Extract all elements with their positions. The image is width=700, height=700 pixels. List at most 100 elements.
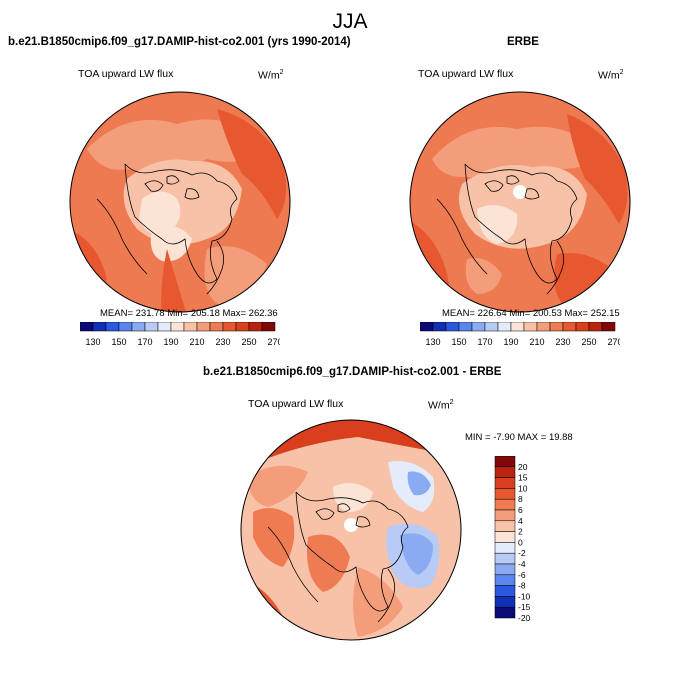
map-boundary xyxy=(409,91,631,313)
colorbar-swatch xyxy=(494,477,516,489)
colorbar-swatch xyxy=(523,322,538,332)
colorbar-swatch xyxy=(157,322,172,332)
colorbar-tick-label: 4 xyxy=(518,516,523,526)
colorbar-swatch xyxy=(471,322,486,332)
colorbar-swatch xyxy=(432,322,447,332)
obs-variable-label: TOA upward LW flux xyxy=(418,68,514,80)
colorbar-tick-label: 10 xyxy=(518,483,528,493)
map-field-region xyxy=(161,249,187,312)
colorbar-swatch xyxy=(420,322,434,332)
obs-polar-map xyxy=(409,91,631,313)
colorbar-swatch xyxy=(494,498,516,511)
coastlines xyxy=(436,163,578,295)
colorbar-tick-label: 6 xyxy=(518,505,523,515)
colorbar-tick-label: 270 xyxy=(607,337,620,347)
colorbar-swatch xyxy=(601,322,616,332)
map-field-region xyxy=(407,471,431,496)
map-field-region xyxy=(477,205,518,244)
colorbar-swatch xyxy=(105,322,120,332)
colorbar-swatch xyxy=(494,563,516,576)
colorbar-swatch xyxy=(494,466,516,478)
map-field-region xyxy=(217,109,286,219)
colorbar-swatch xyxy=(131,322,146,332)
colorbar-tick-label: 150 xyxy=(451,337,466,347)
colorbar-swatch xyxy=(484,322,499,332)
colorbar-swatch xyxy=(588,322,603,332)
colorbar-swatch xyxy=(170,322,185,332)
map-field-region xyxy=(253,508,295,567)
colorbar-swatch xyxy=(494,520,516,532)
map-field-region xyxy=(554,253,612,311)
diff-units-label: W/m2 xyxy=(428,399,454,412)
map-field-region xyxy=(307,534,350,592)
colorbar-tick-label: -20 xyxy=(518,613,531,623)
colorbar-tick-label: 210 xyxy=(529,337,544,347)
model-variable-label: TOA upward LW flux xyxy=(78,68,174,80)
diff-polar-map xyxy=(240,419,462,641)
colorbar-swatch xyxy=(494,542,516,554)
map-field-region xyxy=(87,119,267,173)
colorbar-swatch xyxy=(494,552,516,565)
colorbar-swatch xyxy=(494,531,516,543)
map-field-region xyxy=(333,483,373,512)
colorbar-tick-label: -2 xyxy=(518,548,526,558)
coastlines xyxy=(267,491,409,623)
colorbar-tick-label: 190 xyxy=(163,337,178,347)
map-field-region xyxy=(465,258,502,294)
colorbar-swatch xyxy=(248,322,263,332)
model-polar-map xyxy=(69,91,291,313)
diff-variable-label: TOA upward LW flux xyxy=(248,398,344,410)
obs-colorbar: 130 150 170 190 210 230 250 270 xyxy=(420,322,620,347)
colorbar-tick-label: 170 xyxy=(477,337,492,347)
colorbar-swatch xyxy=(494,585,516,597)
diff-stats: MIN = -7.90 MAX = 19.88 xyxy=(465,432,573,443)
obs-units-label: W/m2 xyxy=(598,69,624,82)
colorbar-swatch xyxy=(144,322,159,332)
map-field-region xyxy=(248,465,308,507)
colorbar-swatch xyxy=(494,606,516,619)
colorbar-tick-label: -4 xyxy=(518,559,526,569)
colorbar-tick-label: 130 xyxy=(85,337,100,347)
map-field-region xyxy=(150,225,192,262)
colorbar-tick-label: 230 xyxy=(215,337,230,347)
colorbar-swatch xyxy=(494,509,516,522)
map-boundary xyxy=(240,419,462,641)
colorbar-swatch xyxy=(510,322,525,332)
map-field-region xyxy=(432,126,602,178)
colorbar-tick-label: 0 xyxy=(518,537,523,547)
colorbar-tick-label: -10 xyxy=(518,591,531,601)
colorbar-swatch xyxy=(494,574,516,586)
colorbar-tick-label: 170 xyxy=(137,337,152,347)
colorbar-swatch xyxy=(235,322,250,332)
obs-panel-title: ERBE xyxy=(507,36,539,48)
map-missing-pole xyxy=(513,185,527,199)
map-field-region xyxy=(567,114,628,224)
map-field-region xyxy=(353,567,403,637)
colorbar-swatch xyxy=(118,322,133,332)
colorbar-tick-label: 20 xyxy=(518,462,528,472)
colorbar-tick-label: 210 xyxy=(189,337,204,347)
colorbar-swatch xyxy=(536,322,551,332)
colorbar-tick-label: 15 xyxy=(518,473,528,483)
colorbar-swatch xyxy=(494,456,516,468)
colorbar-tick-label: 270 xyxy=(267,337,280,347)
map-boundary xyxy=(69,91,291,313)
colorbar-swatch xyxy=(549,322,564,332)
colorbar-swatch xyxy=(494,596,516,608)
diff-panel-title: b.e21.B1850cmip6.f09_g17.DAMIP-hist-co2.… xyxy=(203,366,502,378)
model-units-label: W/m2 xyxy=(258,69,284,82)
colorbar-tick-label: -8 xyxy=(518,581,526,591)
colorbar-swatch xyxy=(445,322,460,332)
model-stats: MEAN= 231.78 Min= 205.18 Max= 262.36 xyxy=(100,308,278,319)
model-colorbar: 130 150 170 190 210 230 250 270 xyxy=(80,322,280,347)
colorbar-tick-label: 150 xyxy=(111,337,126,347)
colorbar-tick-label: 250 xyxy=(581,337,596,347)
map-field-region xyxy=(204,246,267,309)
season-title: JJA xyxy=(332,10,368,33)
colorbar-swatch xyxy=(209,322,224,332)
coastlines xyxy=(96,163,238,295)
colorbar-swatch xyxy=(222,322,237,332)
colorbar-tick-label: 130 xyxy=(425,337,440,347)
colorbar-swatch xyxy=(562,322,577,332)
